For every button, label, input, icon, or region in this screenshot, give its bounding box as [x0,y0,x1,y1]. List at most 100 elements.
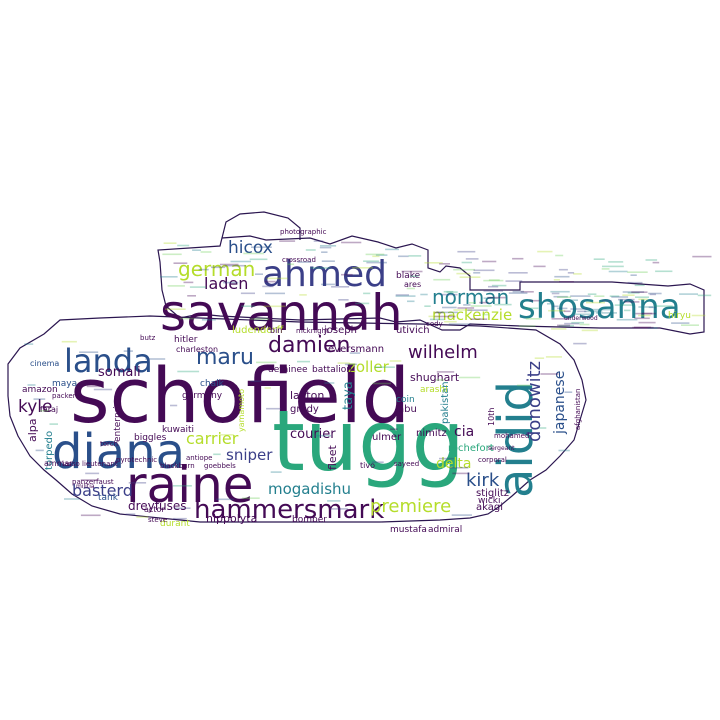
filler-word-mark [587,293,597,295]
filler-word-mark [488,285,499,288]
filler-word-mark [213,453,221,456]
filler-word-mark [579,323,590,326]
filler-word-mark [671,322,690,324]
filler-word-mark [555,254,564,257]
filler-word-mark [39,410,49,412]
filler-word-mark [458,376,481,379]
filler-word-mark [512,257,524,260]
filler-word-mark [80,479,100,481]
filler-word-mark [201,319,216,321]
word-damien: damien [268,333,350,358]
filler-word-mark [241,305,255,307]
filler-word-mark [571,321,584,324]
word-joseph: joseph [323,325,357,336]
filler-word-mark [618,298,635,301]
filler-word-mark [564,322,580,325]
filler-word-mark [452,472,470,475]
word-zoller: zoller [348,358,390,376]
filler-word-mark [602,265,624,268]
filler-word-mark [372,382,391,385]
word-fleet: fleet [326,445,339,470]
filler-word-mark [363,292,371,295]
word-wilhelm: wilhelm [408,342,478,363]
word-mcknight: mcknight [296,327,329,335]
filler-word-mark [173,262,188,264]
filler-word-mark [479,301,489,304]
filler-word-mark [398,255,409,258]
filler-word-mark [648,292,662,295]
filler-word-mark [487,296,506,299]
filler-word-mark [655,270,673,273]
filler-word-mark [679,293,698,295]
filler-word-mark [648,306,657,309]
filler-word-mark [446,291,458,293]
filler-word-mark [457,250,476,253]
filler-word-mark [250,380,262,383]
filler-word-mark [428,315,439,318]
filler-word-mark [557,296,572,298]
word-sergeant: sergeant [488,445,515,452]
filler-word-mark [189,286,207,288]
filler-word-mark [27,384,36,386]
word-panzerfaust: panzerfaust [72,478,114,486]
filler-word-mark [638,306,653,308]
filler-word-mark [573,273,582,275]
filler-word-mark [297,360,310,363]
filler-word-mark [635,312,656,315]
word-premiere: premiere [370,496,451,517]
filler-word-mark [85,472,100,475]
filler-word-mark [449,467,469,469]
filler-word-mark [441,293,458,296]
filler-word-mark [434,315,456,318]
word-hicox: hicox [228,238,273,258]
filler-word-mark [459,276,481,278]
word-alpa: alpa [26,418,39,442]
word-abu: abu [398,404,417,415]
filler-word-mark [123,350,133,352]
filler-word-mark [588,308,611,311]
filler-word-mark [366,261,387,264]
filler-word-mark [230,260,251,263]
word-enterprise: enterprise [113,395,123,442]
filler-word-mark [270,471,282,473]
filler-word-mark [263,305,286,308]
filler-word-mark [242,497,260,499]
filler-word-mark [436,371,455,373]
word-kirk: kirk [466,470,500,491]
filler-word-mark [49,423,58,425]
word-schofield: schofield [70,351,410,440]
filler-word-mark [24,343,34,345]
filler-word-mark [170,404,178,407]
filler-word-mark [470,305,492,307]
filler-word-mark [395,294,409,296]
filler-word-mark [608,261,624,263]
filler-word-mark [330,508,348,510]
filler-word-mark [324,382,335,384]
word-admiral: admiral [428,525,462,535]
word-taya: taya [341,381,356,410]
filler-word-mark [93,388,113,391]
filler-word-mark [162,253,182,256]
word-diana: diana [52,424,185,480]
filler-word-mark [540,373,559,375]
filler-word-mark [179,317,195,320]
filler-word-mark [337,362,350,364]
filler-word-mark [551,328,567,330]
filler-word-mark [537,250,553,253]
filler-word-mark [177,370,200,373]
word-landa: landa [64,342,153,380]
filler-word-mark [287,263,295,266]
filler-word-mark [390,428,398,430]
word-dreyfuses: dreyfuses [128,499,187,513]
word-utivich: utivich [396,325,430,336]
filler-word-mark [548,309,566,312]
word-tivo: tivo [360,461,375,470]
word-norman: norman [432,285,509,309]
filler-word-mark [429,318,445,321]
filler-word-mark [622,291,645,293]
word-eversmann: eversmann [328,344,384,355]
filler-word-mark [645,259,658,261]
filler-word-mark [691,314,706,317]
word-packer: packer [52,392,76,400]
word-hippolyta: hippolyta [206,512,257,525]
